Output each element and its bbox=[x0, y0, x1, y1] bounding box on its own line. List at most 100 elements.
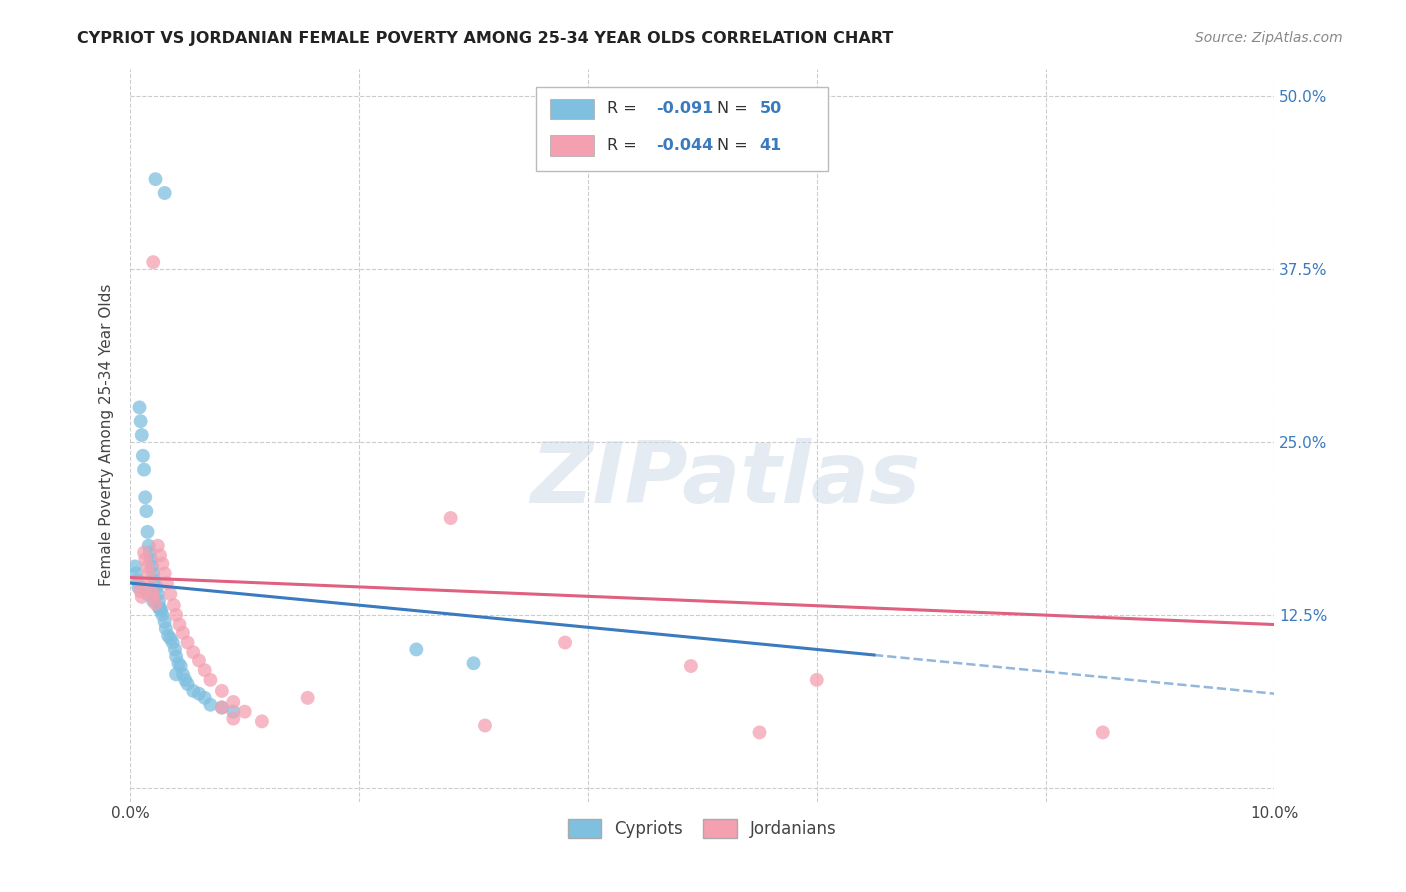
Point bbox=[176, 635, 198, 649]
Bar bbox=[550, 136, 593, 156]
Point bbox=[440, 511, 463, 525]
Point bbox=[136, 559, 159, 574]
Point bbox=[172, 625, 194, 640]
Point bbox=[139, 576, 162, 591]
Point bbox=[148, 601, 170, 615]
Point bbox=[136, 587, 159, 601]
Point bbox=[297, 690, 319, 705]
Point bbox=[150, 604, 173, 618]
Point bbox=[150, 557, 173, 571]
Point bbox=[181, 684, 204, 698]
Point bbox=[194, 663, 217, 677]
Point bbox=[132, 546, 155, 560]
Point bbox=[142, 590, 165, 604]
Point bbox=[194, 690, 217, 705]
Point bbox=[134, 552, 156, 566]
FancyBboxPatch shape bbox=[537, 87, 828, 171]
Point bbox=[141, 559, 163, 574]
Point bbox=[554, 635, 576, 649]
Text: ZIPatlas: ZIPatlas bbox=[530, 438, 921, 521]
Point bbox=[250, 714, 273, 729]
Point bbox=[142, 255, 165, 269]
Point bbox=[124, 559, 146, 574]
Point bbox=[200, 673, 222, 687]
Point bbox=[165, 667, 187, 681]
Point bbox=[153, 566, 176, 581]
Point bbox=[125, 566, 148, 581]
Point bbox=[145, 580, 167, 594]
Point bbox=[157, 629, 180, 643]
Text: -0.091: -0.091 bbox=[657, 102, 714, 116]
Point bbox=[172, 667, 194, 681]
Y-axis label: Female Poverty Among 25-34 Year Olds: Female Poverty Among 25-34 Year Olds bbox=[100, 284, 114, 586]
Point bbox=[143, 574, 166, 588]
Point bbox=[169, 659, 191, 673]
Point bbox=[155, 622, 177, 636]
Point bbox=[131, 590, 153, 604]
Text: N =: N = bbox=[717, 138, 754, 153]
Point bbox=[145, 597, 167, 611]
Point bbox=[153, 615, 176, 629]
Point bbox=[679, 659, 702, 673]
Point bbox=[748, 725, 770, 739]
Point bbox=[211, 700, 233, 714]
Point bbox=[132, 449, 155, 463]
Point bbox=[129, 414, 152, 428]
Text: 50: 50 bbox=[759, 102, 782, 116]
Point bbox=[135, 504, 157, 518]
Point bbox=[148, 594, 170, 608]
Point bbox=[142, 594, 165, 608]
Text: R =: R = bbox=[607, 138, 643, 153]
Point bbox=[188, 687, 211, 701]
Point bbox=[806, 673, 828, 687]
Point bbox=[169, 617, 191, 632]
Point bbox=[141, 584, 163, 599]
Point bbox=[405, 642, 427, 657]
Point bbox=[474, 718, 496, 732]
Text: -0.044: -0.044 bbox=[657, 138, 714, 153]
Point bbox=[149, 549, 172, 563]
Text: N =: N = bbox=[717, 102, 754, 116]
Point bbox=[163, 642, 186, 657]
Text: 41: 41 bbox=[759, 138, 782, 153]
Point bbox=[1091, 725, 1114, 739]
Point bbox=[165, 649, 187, 664]
Point bbox=[159, 632, 181, 646]
Point bbox=[167, 657, 190, 671]
Point bbox=[165, 607, 187, 622]
Point bbox=[463, 657, 485, 671]
Point bbox=[142, 566, 165, 581]
Point bbox=[188, 653, 211, 667]
Legend: Cypriots, Jordanians: Cypriots, Jordanians bbox=[561, 812, 844, 845]
Point bbox=[162, 635, 184, 649]
Point bbox=[139, 546, 162, 560]
Point bbox=[149, 601, 172, 615]
Point bbox=[131, 428, 153, 442]
Point bbox=[128, 576, 150, 591]
Point bbox=[145, 172, 167, 186]
Point bbox=[127, 574, 149, 588]
Point bbox=[129, 584, 152, 599]
Point bbox=[159, 587, 181, 601]
Point bbox=[136, 524, 159, 539]
Point bbox=[233, 705, 256, 719]
Point bbox=[150, 607, 173, 622]
Point bbox=[138, 539, 160, 553]
Point bbox=[128, 401, 150, 415]
Point bbox=[153, 186, 176, 200]
Point bbox=[211, 684, 233, 698]
Point bbox=[222, 712, 245, 726]
Point bbox=[211, 700, 233, 714]
Point bbox=[146, 539, 169, 553]
Point bbox=[176, 677, 198, 691]
Text: CYPRIOT VS JORDANIAN FEMALE POVERTY AMONG 25-34 YEAR OLDS CORRELATION CHART: CYPRIOT VS JORDANIAN FEMALE POVERTY AMON… bbox=[77, 31, 894, 46]
Point bbox=[139, 552, 162, 566]
Point bbox=[174, 673, 197, 687]
Point bbox=[200, 698, 222, 712]
Point bbox=[163, 598, 186, 612]
Point bbox=[222, 705, 245, 719]
Bar bbox=[550, 99, 593, 120]
Text: R =: R = bbox=[607, 102, 643, 116]
Text: Source: ZipAtlas.com: Source: ZipAtlas.com bbox=[1195, 31, 1343, 45]
Point bbox=[132, 462, 155, 476]
